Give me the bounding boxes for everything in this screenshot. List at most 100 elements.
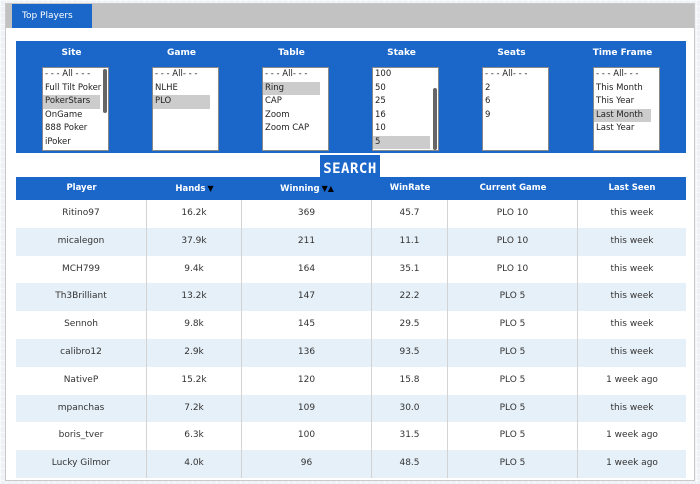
cell-winning: 120 bbox=[242, 366, 372, 395]
cell-hands: 9.8k bbox=[147, 311, 242, 339]
table-row[interactable]: MCH799 9.4k 164 35.1 PLO 10 this week bbox=[16, 255, 686, 284]
listbox-scrollbar[interactable] bbox=[103, 69, 107, 113]
filter-option[interactable]: - - - All- - - bbox=[485, 69, 528, 79]
cell-current-game: PLO 5 bbox=[448, 311, 578, 339]
filter-option[interactable]: NLHE bbox=[155, 82, 178, 93]
cell-current-game: PLO 5 bbox=[448, 338, 578, 367]
column-header-winning[interactable]: Winning ▼▲ bbox=[242, 177, 372, 200]
cell-last-seen: this week bbox=[610, 346, 654, 357]
cell-player: Lucky Gilmor bbox=[16, 450, 147, 478]
search-button[interactable]: SEARCH bbox=[318, 153, 382, 181]
cell-winrate: 48.5 bbox=[372, 450, 448, 478]
filter-option[interactable]: 50 bbox=[375, 82, 386, 93]
table-header: Player Hands ▼ Winning ▼▲ WinRate Current Game… bbox=[16, 177, 686, 200]
filter-time-frame: Time Frame - - - All- - - This Month This Y… bbox=[567, 41, 678, 153]
table-row[interactable]: Ritino97 16.2k 369 45.7 PLO 10 this week bbox=[16, 200, 686, 228]
filter-option[interactable]: 6 bbox=[485, 96, 491, 106]
cell-hands: 16.2k bbox=[147, 200, 242, 228]
listbox-scrollbar[interactable] bbox=[433, 88, 437, 150]
table-row[interactable]: boris_tver 6.3k 100 31.5 PLO 5 1 week ago bbox=[16, 422, 686, 451]
filter-option[interactable]: 25 bbox=[375, 96, 386, 106]
sort-arrow-icon[interactable]: ▼ bbox=[207, 184, 214, 193]
filter-option[interactable]: 5 bbox=[373, 135, 430, 149]
filter-table-listbox[interactable]: - - - All- - - Ring CAP Zoom Zoom CAP bbox=[262, 67, 329, 151]
tab-top-players[interactable]: Top Players bbox=[12, 4, 92, 28]
cell-player: NativeP bbox=[16, 366, 147, 395]
cell-winning: 164 bbox=[242, 255, 372, 284]
filter-seats-listbox[interactable]: - - - All- - - 2 6 9 bbox=[482, 67, 549, 151]
cell-hands: 37.9k bbox=[147, 227, 242, 256]
filter-option[interactable]: PokerStars bbox=[43, 95, 100, 109]
filter-site-header: Site bbox=[61, 48, 82, 58]
filter-site: Site - - - All - - - Full Tilt Poker PokerS… bbox=[16, 41, 127, 153]
cell-hands: 13.2k bbox=[147, 283, 242, 312]
filter-option[interactable]: Ring bbox=[263, 81, 320, 95]
filter-option[interactable]: CAP bbox=[265, 96, 282, 106]
filter-seats: Seats - - - All- - - 2 6 9 bbox=[456, 41, 567, 153]
filter-option[interactable]: Zoom CAP bbox=[265, 123, 310, 133]
filter-option[interactable]: - - - All- - - bbox=[155, 69, 198, 79]
table-row[interactable]: micalegon 37.9k 211 11.1 PLO 10 this week bbox=[16, 227, 686, 256]
cell-current-game: PLO 5 bbox=[448, 422, 578, 451]
filter-option[interactable]: 100 bbox=[375, 69, 392, 79]
cell-player: mpanchas bbox=[16, 394, 147, 423]
table-row[interactable]: NativeP 15.2k 120 15.8 PLO 5 1 week ago bbox=[16, 366, 686, 395]
table-row[interactable]: calibro12 2.9k 136 93.5 PLO 5 this week bbox=[16, 338, 686, 367]
cell-winrate: 11.1 bbox=[372, 227, 448, 256]
sort-arrow-icon[interactable]: ▼▲ bbox=[321, 184, 334, 193]
column-header-hands[interactable]: Hands ▼ bbox=[147, 177, 242, 200]
cell-hands: 2.9k bbox=[147, 338, 242, 367]
cell-current-game: PLO 5 bbox=[448, 394, 578, 423]
cell-winning: 136 bbox=[242, 338, 372, 367]
filter-site-listbox[interactable]: - - - All - - - Full Tilt Poker PokerStars… bbox=[42, 67, 109, 151]
filter-option[interactable]: - - - All- - - bbox=[265, 69, 308, 79]
filter-option[interactable]: Zoom bbox=[265, 109, 290, 120]
table-row[interactable]: Th3Brilliant 13.2k 147 22.2 PLO 5 this week bbox=[16, 283, 686, 312]
filter-option[interactable]: This Year bbox=[596, 96, 635, 106]
filter-option[interactable]: 888 Poker bbox=[45, 123, 88, 133]
cell-player: Th3Brilliant bbox=[16, 283, 147, 312]
filter-game: Game - - - All- - - NLHE PLO bbox=[126, 41, 237, 153]
filter-option[interactable]: 16 bbox=[375, 109, 386, 120]
column-header-player[interactable]: Player bbox=[16, 177, 147, 200]
table-row[interactable]: Sennoh 9.8k 145 29.5 PLO 5 this week bbox=[16, 311, 686, 339]
filter-option[interactable]: 9 bbox=[485, 109, 491, 120]
cell-last-seen: 1 week ago bbox=[606, 374, 658, 385]
filter-option[interactable]: Last Year bbox=[596, 123, 635, 133]
tab-bar: Top Players bbox=[6, 4, 694, 28]
cell-winning: 96 bbox=[242, 450, 372, 478]
column-header-winrate[interactable]: WinRate bbox=[372, 177, 448, 200]
cell-winning: 211 bbox=[242, 227, 372, 256]
cell-winning: 145 bbox=[242, 311, 372, 339]
cell-current-game: PLO 10 bbox=[448, 227, 578, 256]
cell-winrate: 93.5 bbox=[372, 338, 448, 367]
column-header-last-seen[interactable]: Last Seen bbox=[578, 177, 686, 200]
cell-winrate: 35.1 bbox=[372, 255, 448, 284]
cell-hands: 4.0k bbox=[147, 450, 242, 478]
filter-game-listbox[interactable]: - - - All- - - NLHE PLO bbox=[152, 67, 219, 151]
filter-option[interactable]: PLO bbox=[153, 95, 210, 109]
filter-table: Table - - - All- - - Ring CAP Zoom Zoom CAP bbox=[236, 41, 347, 153]
cell-winning: 109 bbox=[242, 394, 372, 423]
cell-hands: 6.3k bbox=[147, 422, 242, 451]
filter-option[interactable]: - - - All- - - bbox=[596, 69, 639, 79]
cell-player: Sennoh bbox=[16, 311, 147, 339]
filter-option[interactable]: 2 bbox=[485, 82, 491, 93]
column-header-current-game[interactable]: Current Game bbox=[448, 177, 578, 200]
filter-bar: Site - - - All - - - Full Tilt Poker PokerS… bbox=[16, 41, 686, 153]
table-row[interactable]: mpanchas 7.2k 109 30.0 PLO 5 this week bbox=[16, 394, 686, 423]
filter-option[interactable]: Last Month bbox=[594, 108, 651, 122]
filter-option[interactable]: OnGame bbox=[45, 109, 83, 120]
filter-option[interactable]: This Month bbox=[596, 82, 643, 93]
filter-option[interactable]: iPoker bbox=[45, 136, 71, 147]
players-table: Player Hands ▼ Winning ▼▲ WinRate Current Game… bbox=[16, 177, 686, 478]
filter-stake-listbox[interactable]: 100 50 25 16 10 5 bbox=[372, 67, 439, 151]
filter-option[interactable]: Full Tilt Poker bbox=[45, 82, 102, 93]
filter-option[interactable]: - - - All - - - bbox=[45, 69, 91, 79]
cell-winning: 100 bbox=[242, 422, 372, 451]
table-row[interactable]: Lucky Gilmor 4.0k 96 48.5 PLO 5 1 week ago bbox=[16, 450, 686, 478]
column-header-label: Last Seen bbox=[608, 183, 656, 193]
filter-option[interactable]: 10 bbox=[375, 123, 386, 133]
filter-game-header: Game bbox=[167, 48, 196, 58]
filter-time-frame-listbox[interactable]: - - - All- - - This Month This Year Last Mo… bbox=[593, 67, 660, 151]
